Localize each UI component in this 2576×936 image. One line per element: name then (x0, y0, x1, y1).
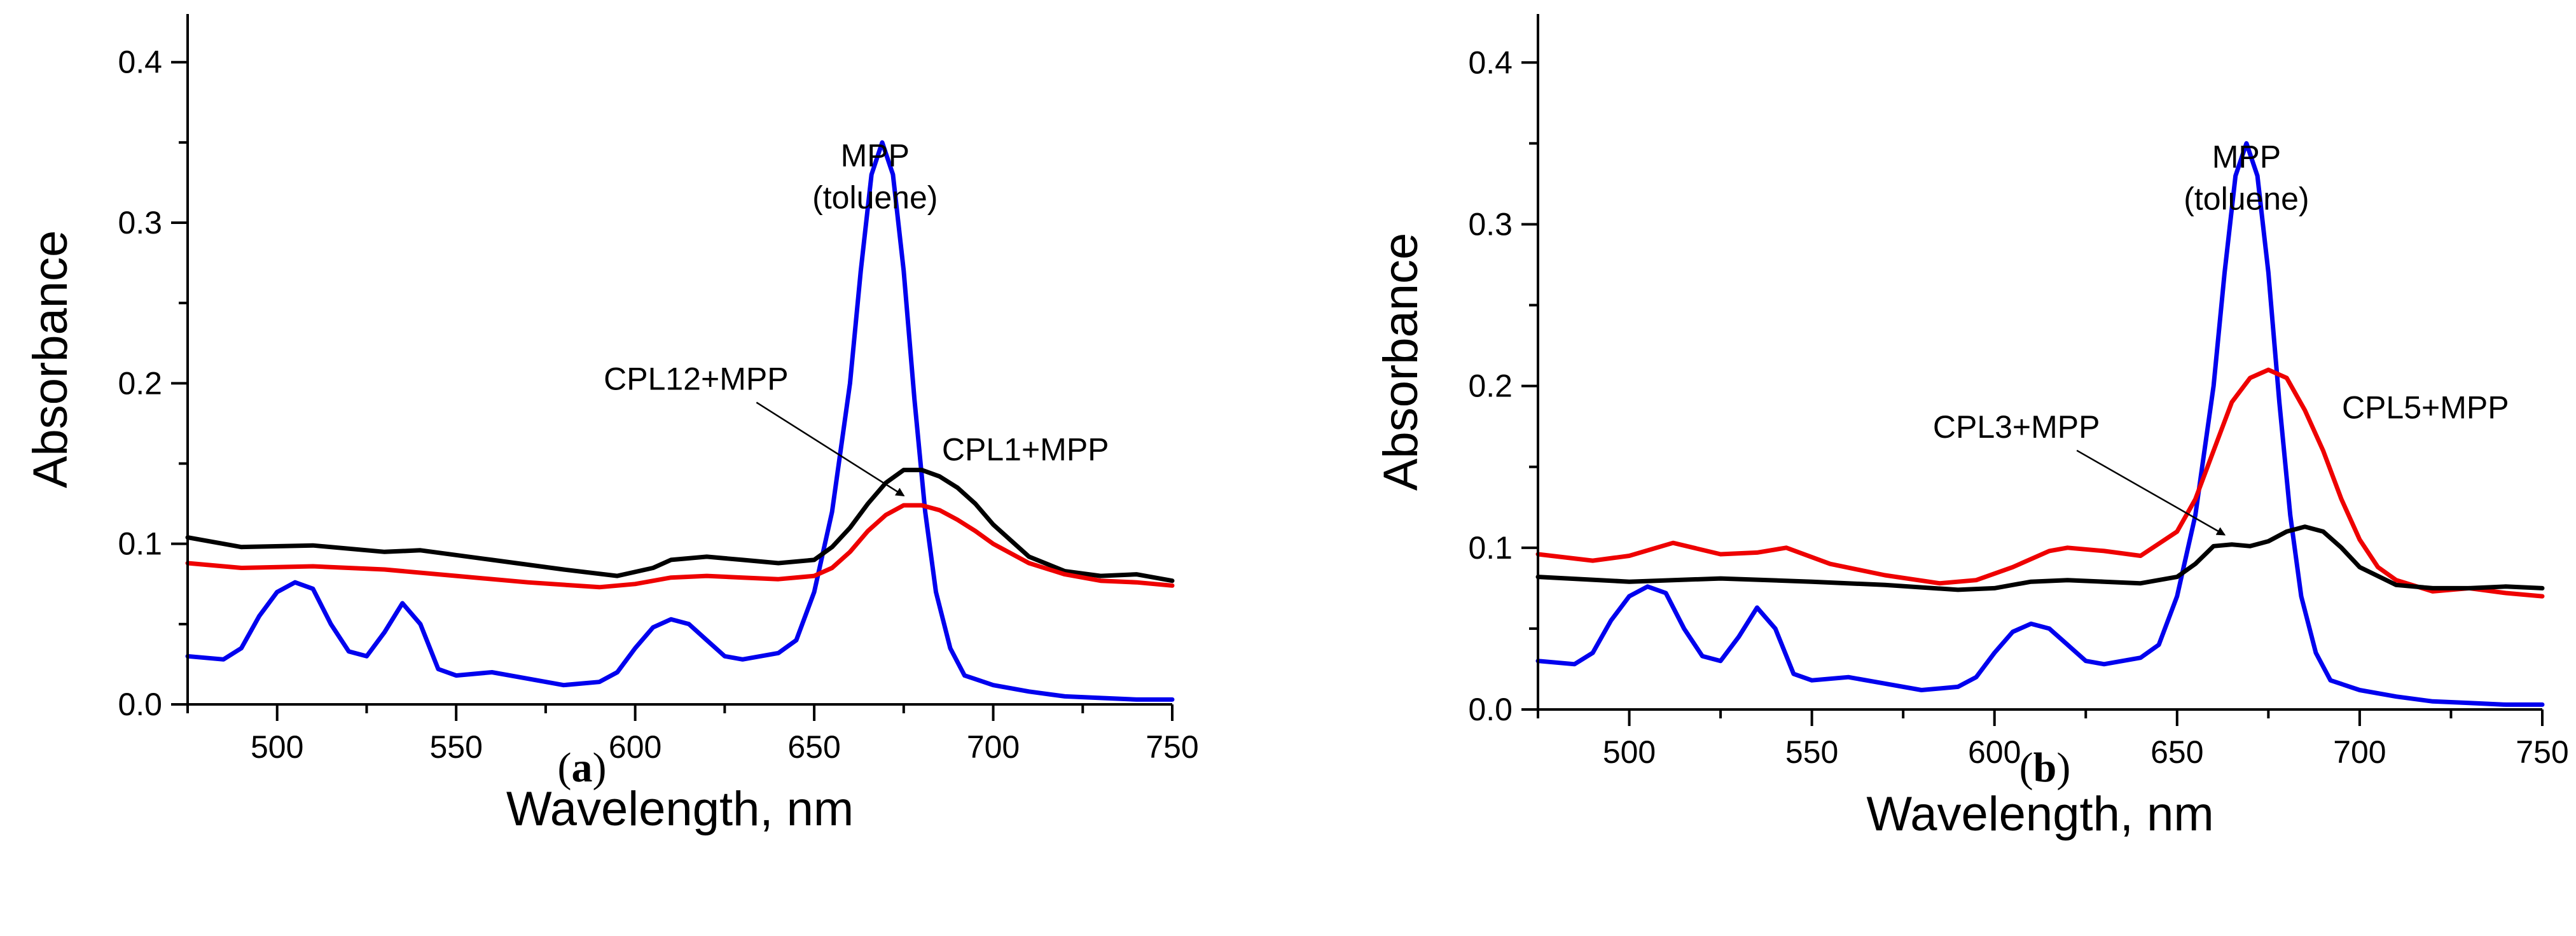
panel-b-series-line-mpp-toluene (1535, 141, 2545, 707)
panel-b-x-tick-label: 650 (2150, 734, 2203, 770)
panel-b-y-tick-label: 0.4 (1468, 45, 1513, 80)
panel-b-annotation-cpl5-mpp: CPL5+MPP (2342, 389, 2509, 425)
panel-a-panel-label-letter: a (572, 744, 593, 791)
panel-b-x-tick-label: 750 (2516, 734, 2568, 770)
panel-a-annotation-cpl1-mpp: CPL1+MPP (942, 431, 1109, 467)
panel-a-panel-label-open: ( (558, 744, 572, 791)
panel-b-x-tick-label: 500 (1603, 734, 1656, 770)
panel-b-annotation-mpp-toluene: (toluene) (2184, 181, 2309, 216)
panel-a-x-tick-label: 500 (251, 729, 303, 765)
panel-a: 500 550 600 650 700 750 0.0 0.1 0.2 0.3 0.4 Wavelen… (24, 14, 1199, 836)
panel-a-y-tick-label: 0.1 (118, 526, 162, 562)
panel-b-annotation-cpl3-mpp: CPL3+MPP (1933, 409, 2100, 445)
panel-a-x-tick-label: 650 (787, 729, 840, 765)
panel-b-panel-label-open: ( (2019, 744, 2033, 791)
panel-b-y-axis-title: Absorbance (1374, 233, 1428, 491)
panel-a-x-tick-label: 750 (1146, 729, 1198, 765)
panel-b-panel-label-letter: b (2033, 744, 2057, 791)
panel-b-x-axis-title: Wavelength, nm (1866, 787, 2213, 841)
panel-b-x-tick-label: 550 (1785, 734, 1838, 770)
panel-a-panel-label-close: ) (593, 744, 607, 791)
panel-a-y-tick-label: 0.2 (118, 365, 162, 401)
panel-a-annotation-cpl12-mpp: CPL12+MPP (604, 361, 788, 396)
panel-b-y-tick-label: 0.1 (1468, 530, 1513, 566)
panel-b-y-tick-label: 0.2 (1468, 368, 1513, 404)
panel-b-y-tick-label: 0.3 (1468, 206, 1513, 242)
panel-b: 500 550 600 650 700 750 0.0 0.1 0.2 0.3 0.4 Wavelen… (1374, 14, 2569, 841)
panel-b-series-line-cpl3-mpp (1535, 524, 2545, 592)
panel-a-series-group (185, 140, 1175, 702)
panel-a-x-tick-label: 550 (429, 729, 482, 765)
panel-a-annotation-mpp-toluene: MPP (841, 138, 910, 174)
panel-a-series-line-cpl12-mpp (185, 503, 1175, 590)
panel-b-annotation-arrow (2076, 449, 2226, 536)
panel-b-panel-label-close: ) (2056, 744, 2070, 791)
panel-a-y-tick-label: 0.3 (118, 205, 162, 241)
panel-a-x-axis-title: Wavelength, nm (506, 782, 854, 836)
panel-a-panel-label: (a) (558, 744, 607, 791)
panel-b-x-tick-label: 700 (2333, 734, 2386, 770)
panel-b-x-tick-label: 600 (1968, 734, 2021, 770)
panel-a-y-axis-title: Absorbance (24, 230, 78, 489)
panel-b-annotation-mpp-toluene: MPP (2212, 139, 2281, 174)
panel-a-x-tick-label: 600 (609, 729, 661, 765)
panel-a-x-tick-label: 700 (967, 729, 1020, 765)
panel-a-series-line-mpp-toluene (185, 140, 1175, 702)
panel-a-annotation-arrow (756, 402, 905, 497)
panel-a-series-line-cpl1-mpp (185, 468, 1175, 583)
panel-a-y-tick-label: 0.0 (118, 687, 162, 722)
panel-b-series-group (1535, 141, 2545, 707)
panel-b-panel-label: (b) (2019, 744, 2071, 791)
panel-b-series-line-cpl5-mpp (1535, 367, 2545, 599)
panel-b-y-tick-label: 0.0 (1468, 692, 1513, 727)
panel-a-y-tick-label: 0.4 (118, 45, 162, 80)
panel-a-annotation-mpp-toluene: (toluene) (812, 180, 938, 216)
